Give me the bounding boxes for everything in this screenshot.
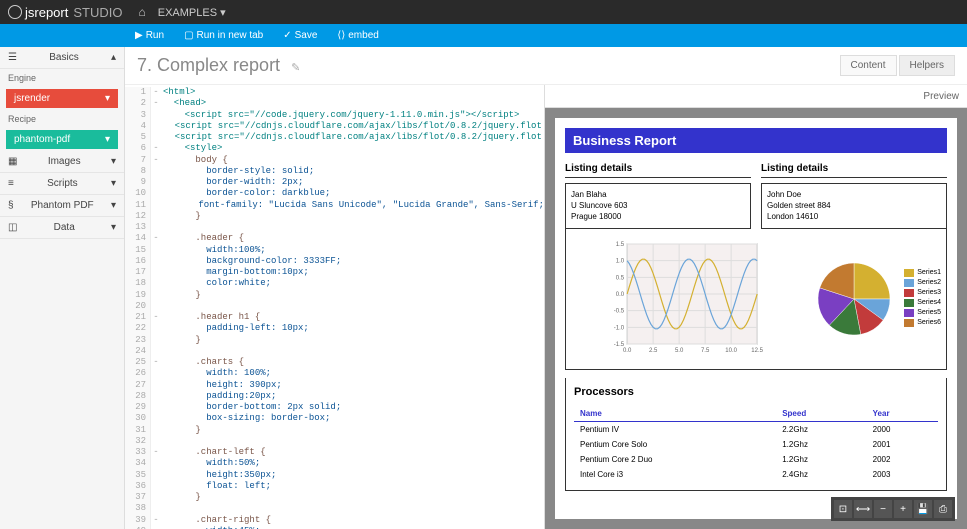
brand-suffix: STUDIO [73, 5, 122, 20]
topbar: jsreport STUDIO ⌂ EXAMPLES ▾ [0, 0, 967, 24]
tab-helpers[interactable]: Helpers [899, 55, 955, 76]
svg-text:10.0: 10.0 [725, 348, 737, 354]
listing-title-right: Listing details [761, 163, 947, 178]
pie-legend: Series1Series2Series3Series4Series5Serie… [904, 269, 941, 329]
save-button[interactable]: ✓ Save [273, 24, 327, 47]
actionbar: ▶ Run ▢ Run in new tab ✓ Save ⟨⟩ embed [0, 24, 967, 47]
embed-button[interactable]: ⟨⟩ embed [327, 24, 388, 47]
processors-title: Processors [574, 386, 938, 398]
svg-text:-1.0: -1.0 [614, 325, 625, 331]
listing-left: Jan Blaha U Sluncove 603 Prague 18000 [565, 183, 751, 229]
line-chart: 1.51.00.50.0-0.5-1.0-1.50.02.55.07.510.0… [571, 239, 799, 359]
pdf-toolbar: ⊡ ⟷ − + 💾 ⎙ [831, 497, 955, 521]
listing-title-left: Listing details [565, 163, 751, 178]
svg-text:5.0: 5.0 [675, 348, 684, 354]
run-button[interactable]: ▶ Run [125, 24, 174, 47]
sidebar-basics[interactable]: ☰ Basics▴ [0, 47, 124, 69]
brand-text: jsreport [25, 5, 68, 20]
listing-right: John Doe Golden street 884 London 14610 [761, 183, 947, 229]
tab-preview[interactable]: Preview [923, 91, 959, 102]
tab-content[interactable]: Content [840, 55, 897, 76]
run-new-tab-button[interactable]: ▢ Run in new tab [174, 24, 273, 47]
recipe-select[interactable]: phantom-pdf▾ [6, 130, 118, 149]
recipe-label: Recipe [0, 110, 124, 128]
page-title: 7. Complex report [137, 55, 280, 75]
preview-body: Business Report Listing details Jan Blah… [545, 108, 967, 529]
svg-text:1.5: 1.5 [616, 242, 625, 248]
svg-text:0.5: 0.5 [616, 275, 625, 281]
engine-select[interactable]: jsrender▾ [6, 89, 118, 108]
svg-text:0.0: 0.0 [616, 292, 625, 298]
sidebar: ☰ Basics▴ Engine jsrender▾ Recipe phanto… [0, 47, 125, 529]
svg-text:1.0: 1.0 [616, 258, 625, 264]
report-header: Business Report [565, 128, 947, 153]
edit-icon[interactable]: ✎ [291, 62, 300, 74]
sidebar-phantom-pdf[interactable]: § Phantom PDF▾ [0, 195, 124, 217]
processors-table: NameSpeedYearPentium IV2.2Ghz2000Pentium… [574, 406, 938, 482]
save-pdf-icon[interactable]: 💾 [914, 500, 932, 518]
svg-text:0.0: 0.0 [623, 348, 632, 354]
logo[interactable]: jsreport STUDIO [8, 5, 122, 20]
svg-text:-0.5: -0.5 [614, 308, 625, 314]
examples-dropdown[interactable]: EXAMPLES ▾ [158, 6, 226, 19]
svg-text:2.5: 2.5 [649, 348, 658, 354]
zoom-in-icon[interactable]: + [894, 500, 912, 518]
home-icon[interactable]: ⌂ [138, 5, 145, 19]
fit-page-icon[interactable]: ⊡ [834, 500, 852, 518]
pie-chart [809, 254, 899, 344]
zoom-out-icon[interactable]: − [874, 500, 892, 518]
svg-text:12.5: 12.5 [751, 348, 763, 354]
svg-text:7.5: 7.5 [701, 348, 710, 354]
fit-width-icon[interactable]: ⟷ [854, 500, 872, 518]
logo-icon [8, 5, 22, 19]
print-icon[interactable]: ⎙ [934, 500, 952, 518]
sidebar-scripts[interactable]: ≡ Scripts▾ [0, 173, 124, 195]
sidebar-data[interactable]: ◫ Data▾ [0, 217, 124, 239]
sidebar-images[interactable]: ▦ Images▾ [0, 151, 124, 173]
engine-label: Engine [0, 69, 124, 87]
code-editor[interactable]: 1-<html>2- <head>3 <script src="//code.j… [125, 85, 545, 529]
